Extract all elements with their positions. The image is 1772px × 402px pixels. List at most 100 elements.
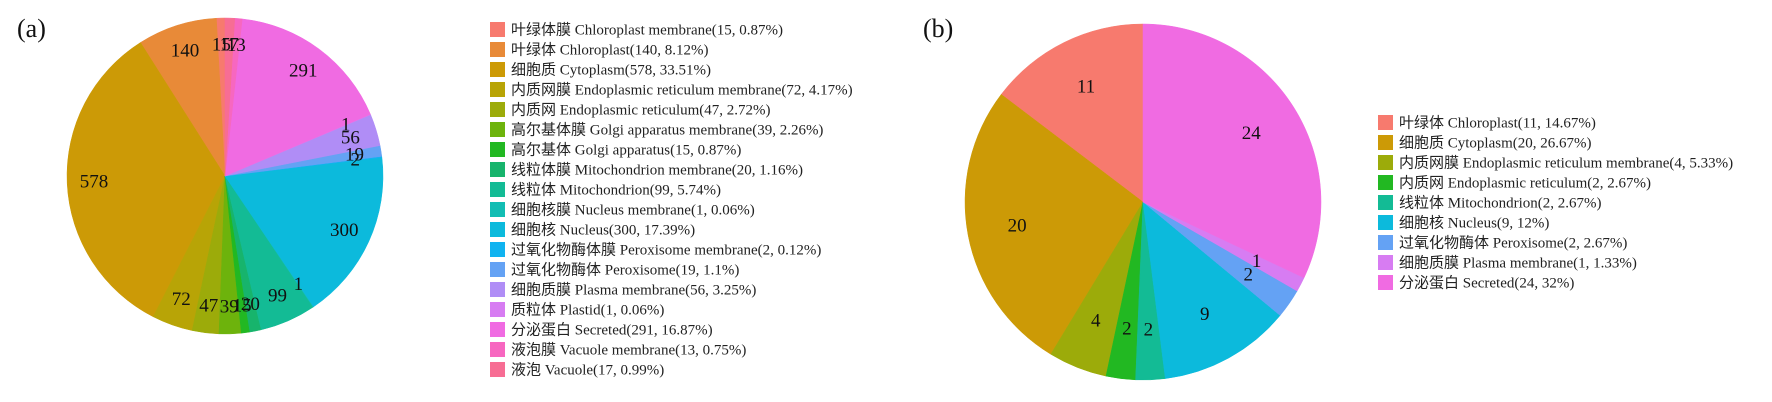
legend-swatch-a-7 <box>490 162 505 177</box>
data-label-b-5: 9 <box>1200 304 1210 325</box>
data-label-b-3: 2 <box>1122 319 1132 340</box>
pie-slice-b-0 <box>1000 23 1144 203</box>
pie-slices-b <box>964 23 1322 381</box>
legend-label-a-7: 线粒体膜 Mitochondrion membrane(20, 1.16%) <box>511 162 803 179</box>
legend-a: 叶绿体膜 Chloroplast membrane(15, 0.87%) 叶绿体 … <box>490 22 853 379</box>
legend-swatch-a-17 <box>490 362 505 377</box>
legend-swatch-b-7 <box>1378 255 1393 270</box>
legend-label-b-2: 内质网膜 Endoplasmic reticulum membrane(4, 5… <box>1399 155 1733 172</box>
pie-slices-a <box>66 17 384 335</box>
legend-swatch-b-3 <box>1378 175 1393 190</box>
legend-swatch-a-11 <box>490 242 505 257</box>
legend-label-a-5: 高尔基体膜 Golgi apparatus membrane(39, 2.26%… <box>511 122 823 139</box>
legend-swatch-b-8 <box>1378 275 1393 290</box>
data-label-a-14: 1 <box>341 115 351 136</box>
legend-label-a-6: 高尔基体 Golgi apparatus(15, 0.87%) <box>511 142 741 159</box>
data-label-a-16: 13 <box>227 35 246 56</box>
legend-swatch-b-6 <box>1378 235 1393 250</box>
legend-label-b-1: 细胞质 Cytoplasm(20, 26.67%) <box>1399 135 1592 152</box>
legend-label-a-10: 细胞核 Nucleus(300, 17.39%) <box>511 222 695 239</box>
legend-label-b-8: 分泌蛋白 Secreted(24, 32%) <box>1399 275 1574 292</box>
data-label-b-0: 11 <box>1077 77 1095 98</box>
data-label-a-1: 140 <box>171 41 200 62</box>
data-label-a-12: 19 <box>345 145 364 166</box>
pie-slice-b-1 <box>964 94 1144 355</box>
legend-swatch-b-5 <box>1378 215 1393 230</box>
legend-swatch-a-1 <box>490 42 505 57</box>
legend-swatch-a-9 <box>490 202 505 217</box>
legend-swatch-a-8 <box>490 182 505 197</box>
data-label-b-4: 2 <box>1144 320 1154 341</box>
legend-swatch-a-0 <box>490 22 505 37</box>
legend-label-b-5: 细胞核 Nucleus(9, 12%) <box>1399 215 1549 232</box>
pie-slice-a-17 <box>224 17 236 177</box>
legend-swatch-b-2 <box>1378 155 1393 170</box>
legend-swatch-a-6 <box>490 142 505 157</box>
data-label-a-9: 1 <box>294 274 304 295</box>
legend-label-b-4: 线粒体 Mitochondrion(2, 2.67%) <box>1399 195 1601 212</box>
legend-label-b-0: 叶绿体 Chloroplast(11, 14.67%) <box>1399 115 1596 132</box>
data-label-a-4: 47 <box>199 296 218 317</box>
legend-swatch-a-10 <box>490 222 505 237</box>
data-label-a-5: 39 <box>220 297 239 318</box>
legend-swatch-b-0 <box>1378 115 1393 130</box>
legend-swatch-a-3 <box>490 82 505 97</box>
data-label-a-6: 15 <box>233 296 252 317</box>
data-label-a-13: 56 <box>341 127 360 148</box>
legend-label-a-17: 液泡 Vacuole(17, 0.99%) <box>511 362 664 379</box>
panel-label-b: (b) <box>923 14 953 43</box>
pie-slice-a-2 <box>66 42 226 318</box>
pie-slice-a-15 <box>224 18 371 177</box>
legend-swatch-b-4 <box>1378 195 1393 210</box>
legend-b: 叶绿体 Chloroplast(11, 14.67%) 细胞质 Cytoplasm… <box>1378 115 1733 292</box>
data-label-a-17: 17 <box>220 34 239 55</box>
pie-slice-b-5 <box>1142 201 1281 379</box>
legend-label-b-7: 细胞质膜 Plasma membrane(1, 1.33%) <box>1399 255 1637 272</box>
legend-label-a-11: 过氧化物酶体膜 Peroxisome membrane(2, 0.12%) <box>511 242 821 259</box>
legend-label-a-8: 线粒体 Mitochondrion(99, 5.74%) <box>511 182 721 199</box>
pie-slice-b-8 <box>1142 23 1322 279</box>
legend-label-a-16: 液泡膜 Vacuole membrane(13, 0.75%) <box>511 342 746 359</box>
legend-swatch-a-14 <box>490 302 505 317</box>
data-label-b-7: 1 <box>1252 251 1262 272</box>
legend-swatch-a-2 <box>490 62 505 77</box>
legend-label-a-0: 叶绿体膜 Chloroplast membrane(15, 0.87%) <box>511 22 783 39</box>
legend-label-b-3: 内质网 Endoplasmic reticulum(2, 2.67%) <box>1399 175 1651 192</box>
legend-label-a-3: 内质网膜 Endoplasmic reticulum membrane(72, … <box>511 82 853 99</box>
legend-label-a-14: 质粒体 Plastid(1, 0.06%) <box>511 302 664 319</box>
legend-label-a-13: 细胞质膜 Plasma membrane(56, 3.25%) <box>511 282 756 299</box>
data-label-b-6: 2 <box>1243 265 1253 286</box>
legend-label-a-12: 过氧化物酶体 Peroxisome(19, 1.1%) <box>511 262 739 279</box>
data-label-a-0: 15 <box>212 34 231 55</box>
data-label-a-11: 2 <box>350 150 360 171</box>
legend-label-a-9: 细胞核膜 Nucleus membrane(1, 0.06%) <box>511 202 755 219</box>
legend-label-a-4: 内质网 Endoplasmic reticulum(47, 2.72%) <box>511 102 771 119</box>
legend-swatch-a-4 <box>490 102 505 117</box>
data-label-a-15: 291 <box>289 60 318 81</box>
data-label-b-2: 4 <box>1091 311 1101 332</box>
panel-label-a: (a) <box>17 14 46 43</box>
data-label-b-8: 24 <box>1242 123 1262 144</box>
legend-swatch-a-15 <box>490 322 505 337</box>
legend-swatch-b-1 <box>1378 135 1393 150</box>
legend-label-b-6: 过氧化物酶体 Peroxisome(2, 2.67%) <box>1399 235 1627 252</box>
data-label-a-8: 99 <box>268 286 287 307</box>
legend-swatch-a-13 <box>490 282 505 297</box>
legend-label-a-1: 叶绿体 Chloroplast(140, 8.12%) <box>511 42 708 59</box>
legend-swatch-a-12 <box>490 262 505 277</box>
legend-label-a-15: 分泌蛋白 Secreted(291, 16.87%) <box>511 322 713 339</box>
data-label-a-7: 20 <box>241 294 260 315</box>
legend-swatch-a-5 <box>490 122 505 137</box>
data-label-a-3: 72 <box>172 289 191 310</box>
data-label-b-1: 20 <box>1008 216 1027 237</box>
data-label-a-10: 300 <box>330 220 359 241</box>
legend-swatch-a-16 <box>490 342 505 357</box>
pie-slice-a-10 <box>224 157 384 308</box>
legend-label-a-2: 细胞质 Cytoplasm(578, 33.51%) <box>511 62 711 79</box>
data-label-a-2: 578 <box>80 172 109 193</box>
